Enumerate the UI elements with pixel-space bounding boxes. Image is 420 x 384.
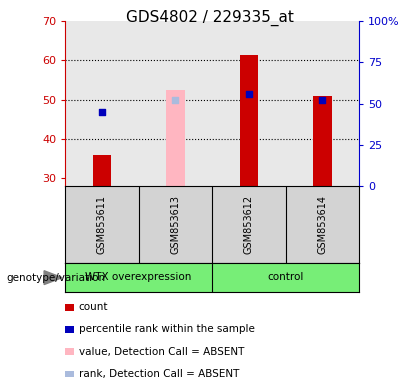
Text: percentile rank within the sample: percentile rank within the sample — [79, 324, 255, 334]
Point — [245, 91, 252, 97]
Text: control: control — [268, 272, 304, 283]
Text: value, Detection Call = ABSENT: value, Detection Call = ABSENT — [79, 347, 244, 357]
Bar — [93, 155, 111, 186]
Bar — [166, 90, 184, 186]
Polygon shape — [44, 271, 62, 285]
Text: WTX overexpression: WTX overexpression — [85, 272, 192, 283]
Point — [172, 97, 179, 103]
Point — [98, 108, 105, 114]
Text: rank, Detection Call = ABSENT: rank, Detection Call = ABSENT — [79, 369, 239, 379]
Text: GSM853611: GSM853611 — [97, 195, 107, 254]
Bar — [240, 55, 258, 186]
Point — [319, 97, 326, 103]
Bar — [313, 96, 331, 186]
Text: genotype/variation: genotype/variation — [6, 273, 105, 283]
Text: GSM853614: GSM853614 — [318, 195, 327, 254]
Text: GDS4802 / 229335_at: GDS4802 / 229335_at — [126, 10, 294, 26]
Text: count: count — [79, 302, 108, 312]
Text: GSM853612: GSM853612 — [244, 195, 254, 254]
Text: GSM853613: GSM853613 — [171, 195, 180, 254]
